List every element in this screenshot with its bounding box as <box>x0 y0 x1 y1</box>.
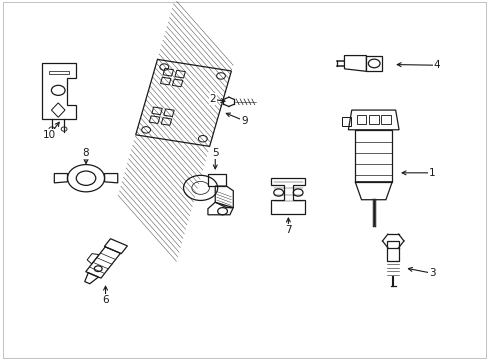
Bar <box>354 130 391 182</box>
Bar <box>386 241 398 261</box>
Bar <box>207 174 226 186</box>
Bar <box>341 117 350 126</box>
Text: 9: 9 <box>241 116 247 126</box>
Text: 1: 1 <box>428 168 435 178</box>
Text: 6: 6 <box>102 295 109 305</box>
Text: 10: 10 <box>43 130 56 140</box>
Bar <box>356 116 366 125</box>
Text: 3: 3 <box>428 268 435 278</box>
Text: 2: 2 <box>209 94 216 104</box>
Bar <box>368 116 378 125</box>
Text: 4: 4 <box>433 60 440 70</box>
Bar <box>380 116 390 125</box>
Bar <box>366 55 381 71</box>
Text: 8: 8 <box>82 148 89 158</box>
Text: 7: 7 <box>285 225 291 235</box>
Text: 5: 5 <box>211 148 218 158</box>
